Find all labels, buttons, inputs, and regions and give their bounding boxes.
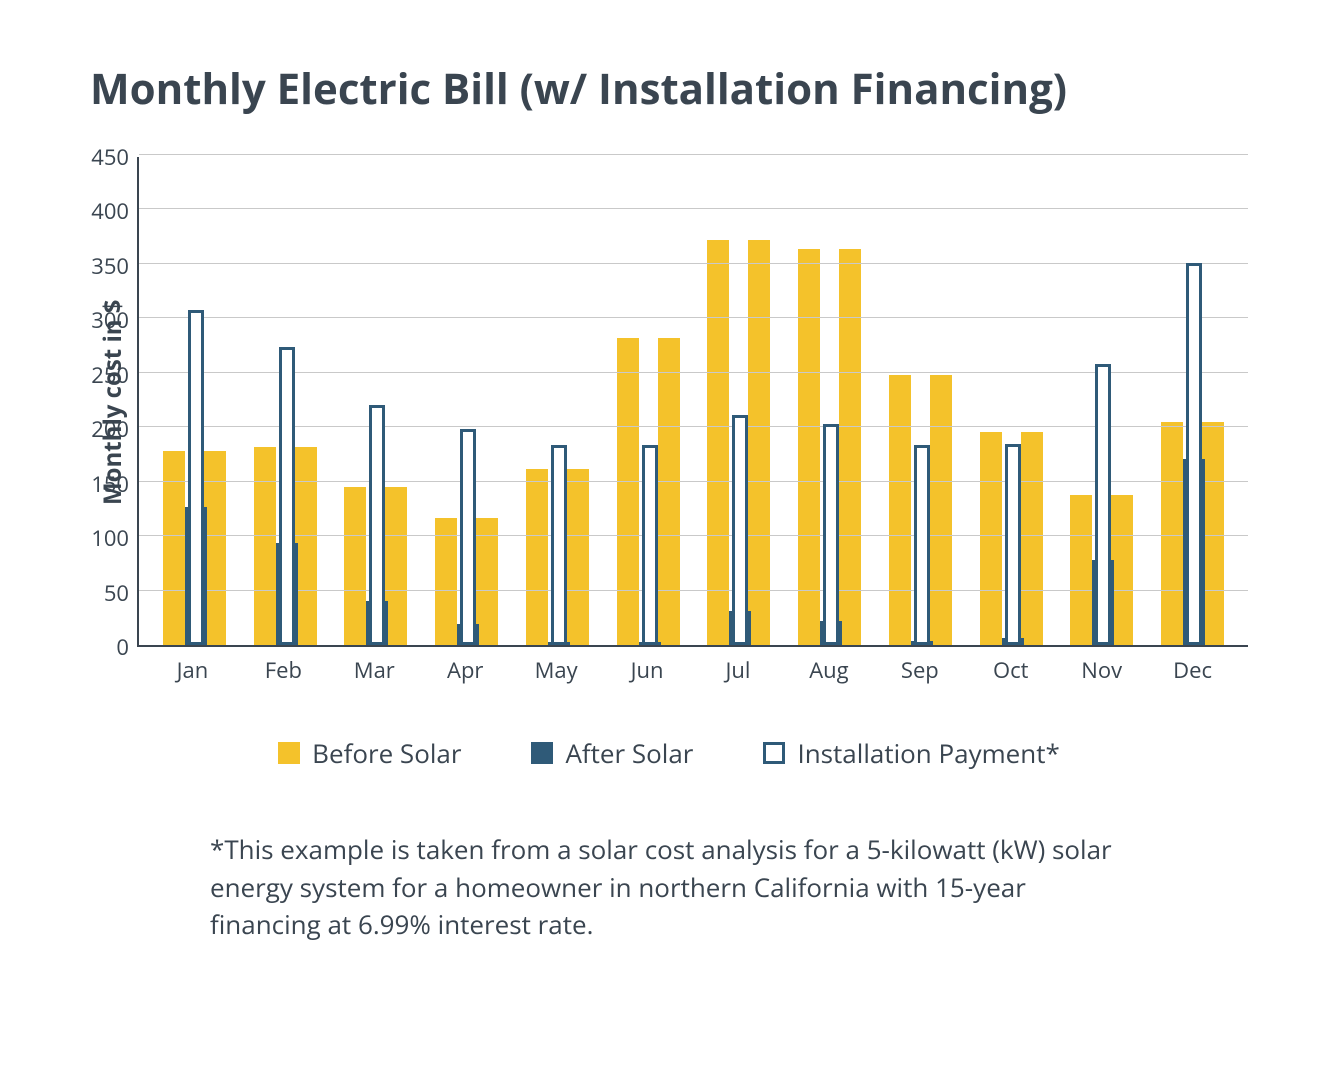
gridline [139, 590, 1248, 591]
month-group [149, 157, 240, 645]
legend: Before Solar After Solar Installation Pa… [90, 735, 1248, 771]
x-tick-label: Sep [874, 655, 965, 685]
chart-container: Monthly Electric Bill (w/ Installation F… [0, 0, 1338, 1080]
gridline [139, 208, 1248, 209]
bar-installation-payment [914, 445, 930, 645]
legend-label-install: Installation Payment* [797, 735, 1059, 771]
y-axis-label: Monthly cost in $ [90, 252, 129, 552]
x-tick-label: Jul [693, 655, 784, 685]
bar-before-solar [567, 469, 589, 645]
bar-before-solar [385, 487, 407, 645]
bar-before-solar [839, 249, 861, 645]
chart-row: Monthly cost in $ 4504003503002502001501… [90, 157, 1248, 647]
x-tick-label: Jan [147, 655, 238, 685]
bar-installation-payment [732, 415, 748, 645]
bar-installation-payment [823, 424, 839, 645]
x-axis-ticks: JanFebMarAprMayJunJulAugSepOctNovDec [90, 647, 1248, 685]
y-tick-label: 50 [104, 581, 129, 605]
x-tick-label: Aug [783, 655, 874, 685]
month-group [603, 157, 694, 645]
month-group [331, 157, 422, 645]
gridline [139, 481, 1248, 482]
month-group [966, 157, 1057, 645]
month-group [694, 157, 785, 645]
bar-before-solar [798, 249, 820, 645]
bar-before-solar [344, 487, 366, 645]
bar-before-solar [889, 375, 911, 645]
y-tick-label: 300 [91, 308, 129, 332]
y-tick-label: 450 [91, 145, 129, 169]
bar-before-solar [1202, 422, 1224, 645]
legend-swatch-install-icon [763, 742, 785, 764]
gridline [139, 154, 1248, 155]
plot-area [137, 157, 1248, 647]
bar-before-solar [1021, 432, 1043, 645]
x-tick-label: May [511, 655, 602, 685]
y-tick-label: 250 [91, 363, 129, 387]
bar-before-solar [707, 240, 729, 645]
legend-label-after: After Solar [565, 735, 693, 771]
bar-before-solar [526, 469, 548, 645]
bars-layer [139, 157, 1248, 645]
bar-before-solar [980, 432, 1002, 645]
bar-installation-payment [188, 310, 204, 645]
bar-installation-payment [279, 347, 295, 645]
chart-title: Monthly Electric Bill (w/ Installation F… [90, 60, 1248, 117]
bar-before-solar [748, 240, 770, 645]
gridline [139, 317, 1248, 318]
footnote: *This example is taken from a solar cost… [210, 831, 1130, 944]
bar-installation-payment [460, 429, 476, 645]
month-group [1057, 157, 1148, 645]
month-group [875, 157, 966, 645]
y-axis-ticks: 450400350300250200150100500 [129, 157, 137, 647]
bar-before-solar [1070, 495, 1092, 645]
y-tick-label: 400 [91, 199, 129, 223]
legend-item-before-solar: Before Solar [278, 735, 461, 771]
bar-before-solar [476, 518, 498, 645]
month-group [1147, 157, 1238, 645]
gridline [139, 535, 1248, 536]
legend-item-after-solar: After Solar [531, 735, 693, 771]
y-tick-label: 100 [91, 526, 129, 550]
x-tick-label: Oct [965, 655, 1056, 685]
bar-installation-payment [1186, 263, 1202, 645]
bar-before-solar [1161, 422, 1183, 645]
month-group [421, 157, 512, 645]
gridline [139, 372, 1248, 373]
bar-before-solar [658, 338, 680, 645]
bar-before-solar [1111, 495, 1133, 645]
y-tick-label: 0 [116, 635, 129, 659]
bar-before-solar [254, 447, 276, 645]
legend-item-installation: Installation Payment* [763, 735, 1059, 771]
x-tick-label: Feb [238, 655, 329, 685]
legend-label-before: Before Solar [312, 735, 461, 771]
x-tick-label: Dec [1147, 655, 1238, 685]
bar-installation-payment [1095, 364, 1111, 645]
x-tick-label: Apr [420, 655, 511, 685]
bar-before-solar [617, 338, 639, 645]
x-tick-label: Nov [1056, 655, 1147, 685]
x-tick-label: Jun [602, 655, 693, 685]
y-tick-label: 350 [91, 254, 129, 278]
gridline [139, 426, 1248, 427]
x-tick-label: Mar [329, 655, 420, 685]
y-tick-label: 200 [91, 417, 129, 441]
gridline [139, 263, 1248, 264]
y-tick-label: 150 [91, 472, 129, 496]
bar-installation-payment [1005, 444, 1021, 645]
bar-installation-payment [551, 445, 567, 645]
legend-swatch-after-icon [531, 742, 553, 764]
bar-before-solar [930, 375, 952, 645]
bar-installation-payment [369, 405, 385, 645]
bar-installation-payment [642, 445, 658, 645]
month-group [240, 157, 331, 645]
month-group [784, 157, 875, 645]
bar-before-solar [295, 447, 317, 645]
legend-swatch-before-icon [278, 742, 300, 764]
bar-before-solar [435, 518, 457, 645]
month-group [512, 157, 603, 645]
